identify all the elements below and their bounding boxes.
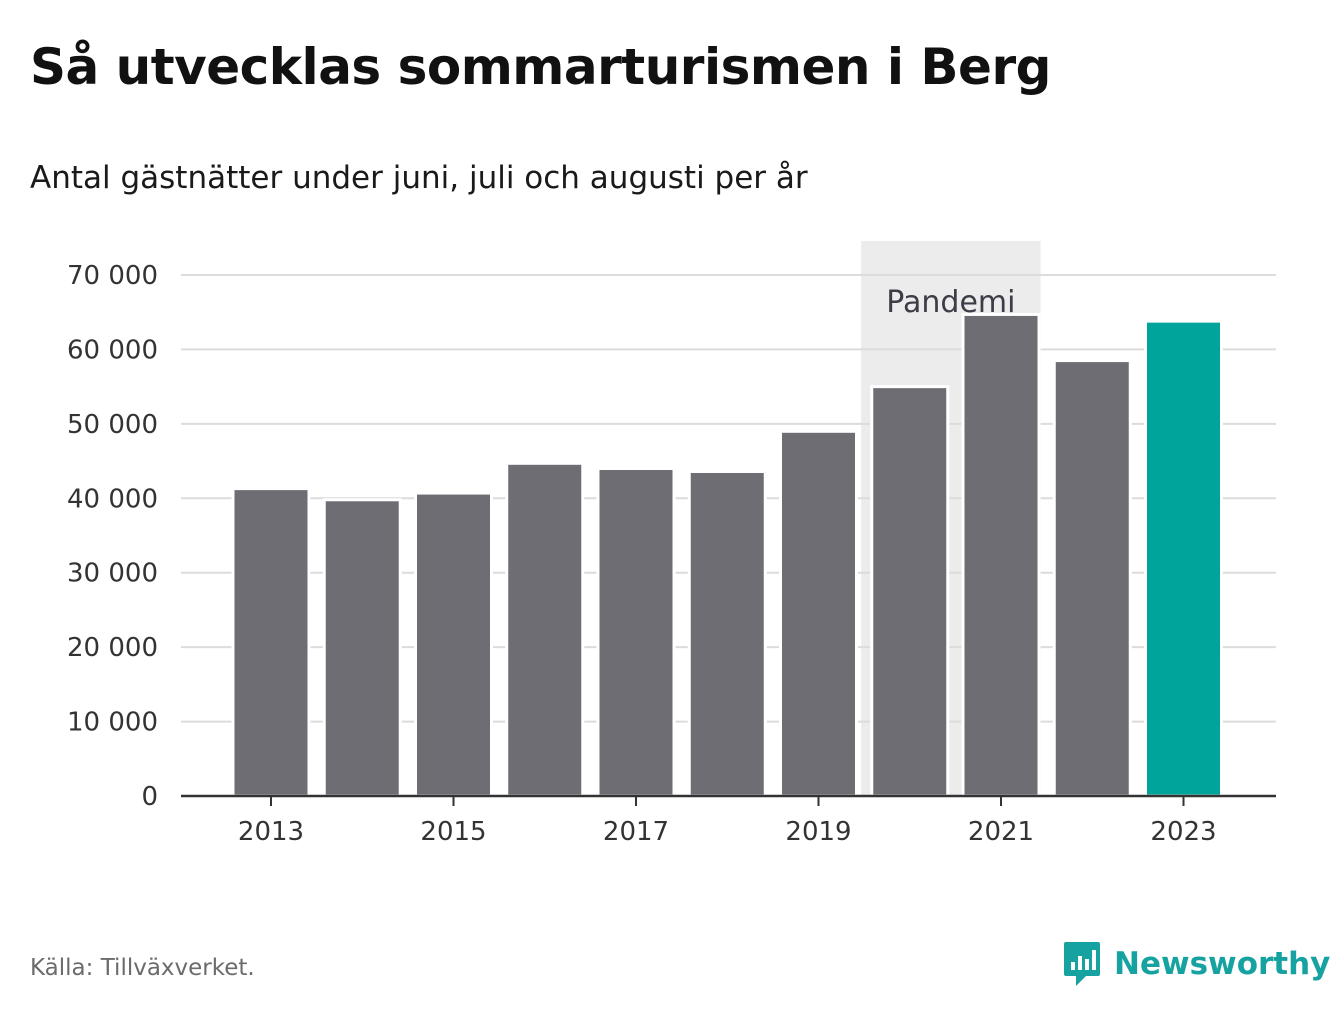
x-tick-label: 2023 — [1150, 817, 1216, 847]
brand-name: Newsworthy — [1114, 946, 1331, 982]
bar-2014 — [322, 498, 402, 798]
bar-2022 — [1052, 359, 1132, 798]
y-tick-label: 70 000 — [67, 261, 158, 291]
x-tick-label: 2015 — [420, 817, 486, 847]
bar-2015 — [414, 491, 493, 798]
chart-subtitle: Antal gästnätter under juni, juli och au… — [30, 160, 808, 196]
chart-bubble-icon — [1064, 942, 1100, 986]
x-tick-label: 2013 — [238, 817, 304, 847]
y-tick-label: 20 000 — [67, 633, 158, 663]
brand-logo: Newsworthy — [1062, 940, 1330, 988]
bar-2023 — [1144, 319, 1223, 798]
x-tick-label: 2017 — [603, 817, 669, 847]
x-tick-label: 2019 — [785, 817, 851, 847]
y-tick-label: 60 000 — [67, 335, 158, 365]
bar-2016 — [505, 461, 585, 798]
x-tick-label: 2021 — [968, 817, 1034, 847]
y-tick-label: 10 000 — [67, 708, 158, 738]
bar-2020 — [870, 385, 950, 798]
y-tick-label: 0 — [141, 782, 158, 812]
bar-2018 — [687, 469, 767, 798]
y-tick-label: 40 000 — [67, 484, 158, 514]
y-tick-label: 50 000 — [67, 410, 158, 440]
bar-2019 — [779, 429, 858, 798]
source-note: Källa: Tillväxverket. — [30, 955, 255, 981]
bar-2013 — [231, 487, 311, 798]
y-tick-label: 30 000 — [67, 559, 158, 589]
bar-2021 — [961, 312, 1041, 798]
bar-2017 — [596, 467, 676, 798]
chart-title: Så utvecklas sommarturismen i Berg — [30, 38, 1051, 96]
